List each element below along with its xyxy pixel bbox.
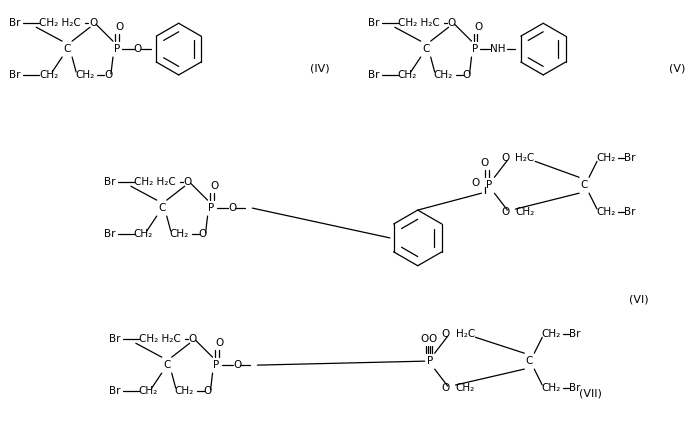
Text: Br: Br — [368, 70, 380, 80]
Text: CH₂: CH₂ — [134, 229, 153, 239]
Text: CH₂ H₂C: CH₂ H₂C — [398, 18, 440, 28]
Text: O: O — [203, 386, 212, 396]
Text: CH₂: CH₂ — [175, 386, 194, 396]
Text: Br: Br — [569, 383, 581, 393]
Text: Br: Br — [104, 229, 115, 239]
Text: O: O — [447, 18, 456, 28]
Text: O: O — [229, 203, 237, 213]
Text: (IV): (IV) — [310, 64, 330, 74]
Text: CH₂: CH₂ — [515, 207, 535, 217]
Text: O: O — [189, 334, 197, 344]
Text: Br: Br — [9, 18, 21, 28]
Text: Br: Br — [109, 386, 120, 396]
Text: O: O — [104, 70, 113, 80]
Text: O: O — [463, 70, 471, 80]
Text: (VI): (VI) — [629, 294, 649, 305]
Text: O: O — [428, 334, 437, 344]
Text: P: P — [213, 360, 219, 370]
Text: C: C — [163, 360, 171, 370]
Text: CH₂: CH₂ — [139, 386, 158, 396]
Text: CH₂: CH₂ — [596, 153, 615, 164]
Text: O: O — [501, 207, 510, 217]
Text: P: P — [208, 203, 215, 213]
Text: H₂C: H₂C — [456, 329, 475, 339]
Text: CH₂: CH₂ — [170, 229, 189, 239]
Text: C: C — [580, 180, 588, 190]
Text: O: O — [89, 18, 97, 28]
Text: O: O — [442, 383, 450, 393]
Text: O: O — [471, 178, 480, 188]
Text: O: O — [215, 338, 224, 348]
Text: Br: Br — [624, 207, 635, 217]
Text: CH₂: CH₂ — [39, 70, 59, 80]
Text: P: P — [114, 44, 120, 54]
Text: H₂C: H₂C — [515, 153, 535, 164]
Text: O: O — [210, 181, 219, 191]
Text: O: O — [199, 229, 207, 239]
Text: CH₂: CH₂ — [541, 329, 561, 339]
Text: CH₂: CH₂ — [75, 70, 94, 80]
Text: C: C — [422, 44, 429, 54]
Text: C: C — [526, 356, 533, 366]
Text: CH₂: CH₂ — [596, 207, 615, 217]
Text: O: O — [134, 44, 142, 54]
Text: C: C — [64, 44, 71, 54]
Text: O: O — [421, 334, 428, 344]
Text: O: O — [442, 329, 450, 339]
Text: (V): (V) — [669, 64, 685, 74]
Text: Br: Br — [109, 334, 120, 344]
Text: CH₂: CH₂ — [398, 70, 417, 80]
Text: Br: Br — [368, 18, 380, 28]
Text: Br: Br — [9, 70, 21, 80]
Text: CH₂ H₂C: CH₂ H₂C — [134, 177, 175, 187]
Text: O: O — [480, 159, 489, 168]
Text: CH₂: CH₂ — [433, 70, 453, 80]
Text: O: O — [116, 22, 124, 32]
Text: O: O — [184, 177, 192, 187]
Text: P: P — [473, 44, 479, 54]
Text: (VII): (VII) — [579, 389, 602, 399]
Text: C: C — [158, 203, 166, 213]
Text: O: O — [233, 360, 242, 370]
Text: CH₂: CH₂ — [541, 383, 561, 393]
Text: O: O — [475, 22, 482, 32]
Text: CH₂ H₂C: CH₂ H₂C — [39, 18, 81, 28]
Text: Br: Br — [569, 329, 581, 339]
Text: CH₂: CH₂ — [456, 383, 475, 393]
Text: O: O — [501, 153, 510, 164]
Text: CH₂ H₂C: CH₂ H₂C — [139, 334, 180, 344]
Text: Br: Br — [624, 153, 635, 164]
Text: NH: NH — [491, 44, 506, 54]
Text: P: P — [426, 356, 433, 366]
Text: Br: Br — [104, 177, 115, 187]
Text: P: P — [487, 180, 493, 190]
